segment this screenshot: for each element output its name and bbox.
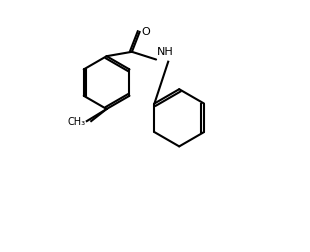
Text: CH₃: CH₃ (68, 117, 86, 127)
Text: NH: NH (157, 47, 174, 57)
Text: O: O (142, 27, 151, 37)
